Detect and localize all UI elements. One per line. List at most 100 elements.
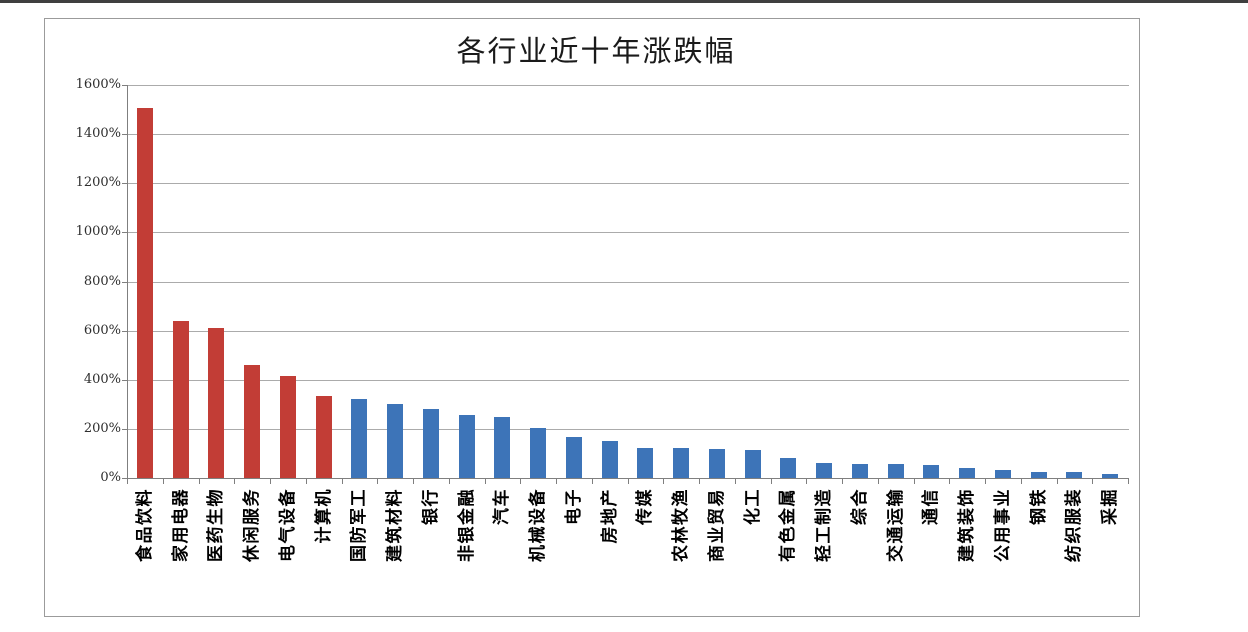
x-axis-tick (1020, 479, 1022, 484)
bar (208, 328, 225, 478)
gridline (128, 428, 1129, 430)
bar (136, 108, 153, 478)
x-axis-tick (1128, 479, 1129, 484)
gridline (128, 85, 1129, 86)
bar (387, 404, 404, 478)
y-axis-tick-label: 1600% (75, 77, 121, 92)
bar (637, 448, 654, 478)
x-axis-category-label: 通信 (921, 488, 941, 525)
x-axis-tick (270, 479, 271, 484)
x-axis-category-label: 化工 (742, 488, 762, 525)
x-axis-tick (484, 479, 486, 484)
bar (1102, 474, 1119, 478)
bar (244, 365, 261, 478)
bar (601, 441, 618, 478)
bar (708, 449, 725, 478)
x-axis-tick (305, 479, 307, 484)
x-axis-category-label: 纺织服装 (1064, 488, 1084, 562)
bar (851, 464, 868, 478)
x-axis-category-label: 食品饮料 (134, 488, 154, 562)
bar (959, 468, 976, 478)
y-axis-tick (122, 330, 127, 332)
x-axis-tick (913, 479, 915, 484)
x-axis-tick (877, 479, 879, 484)
bar (673, 448, 690, 478)
x-axis-category-label: 计算机 (313, 488, 333, 544)
chart-frame (44, 18, 1140, 617)
bar (494, 417, 511, 478)
x-axis-category-label: 家用电器 (170, 488, 190, 562)
bar (458, 415, 475, 478)
y-axis-tick (122, 85, 127, 86)
x-axis-category-label: 银行 (420, 488, 440, 525)
y-axis-tick (122, 281, 127, 283)
x-axis-tick (842, 479, 843, 484)
x-axis-tick (985, 479, 986, 484)
x-axis-tick (377, 479, 379, 484)
y-axis-tick-label: 1400% (75, 126, 121, 142)
bar (1030, 472, 1047, 478)
y-axis-tick (122, 134, 127, 136)
x-axis-category-label: 电子 (563, 488, 583, 525)
bar (1066, 472, 1083, 478)
bar (994, 470, 1011, 478)
x-axis-tick (448, 479, 450, 484)
gridline (128, 134, 1129, 136)
x-axis-category-label: 建筑装饰 (957, 488, 977, 562)
x-axis-tick (1092, 479, 1094, 484)
bar (923, 465, 940, 478)
y-axis-tick-label: 400% (83, 371, 121, 387)
y-axis-tick-label: 0% (100, 470, 121, 485)
gridline (128, 232, 1129, 234)
chart-title: 各行业近十年涨跌幅 (456, 34, 736, 68)
y-axis-tick (122, 183, 127, 185)
y-axis-tick-label: 600% (83, 322, 121, 338)
x-axis-category-label: 休闲服务 (242, 488, 262, 562)
x-axis-tick (1056, 479, 1058, 484)
y-axis-tick-label: 1200% (75, 175, 121, 191)
x-axis-tick (770, 479, 772, 484)
bar (565, 437, 582, 478)
x-axis-tick (627, 479, 629, 484)
bar (744, 450, 761, 478)
x-axis-category-label: 国防军工 (349, 488, 369, 562)
bar (279, 376, 296, 478)
y-axis-tick-label: 1000% (75, 224, 121, 240)
x-axis-tick (413, 479, 414, 484)
gridline (128, 379, 1129, 381)
x-axis-category-label: 非银金融 (456, 488, 476, 562)
x-axis-category-label: 交通运输 (885, 488, 905, 562)
x-axis-category-label: 钢铁 (1028, 488, 1048, 525)
x-axis-tick (520, 479, 522, 484)
x-axis-category-label: 汽车 (492, 488, 512, 525)
gridline (128, 281, 1129, 283)
x-axis-tick (949, 479, 951, 484)
x-axis-tick (556, 479, 557, 484)
gridline (128, 330, 1129, 332)
x-axis-category-label: 医药生物 (206, 488, 226, 562)
x-axis-tick (127, 479, 128, 484)
bar (172, 321, 189, 478)
x-axis-category-label: 机械设备 (528, 488, 548, 562)
x-axis-category-label: 公用事业 (992, 488, 1012, 562)
plot-area (127, 85, 1129, 479)
x-axis-category-label: 轻工制造 (814, 488, 834, 562)
y-axis-tick (122, 428, 127, 430)
x-axis-tick (162, 479, 164, 484)
x-axis-tick (699, 479, 700, 484)
y-axis-tick (122, 379, 127, 381)
x-axis-tick (591, 479, 593, 484)
x-axis-tick (341, 479, 343, 484)
x-axis-category-label: 采掘 (1100, 488, 1120, 525)
bar (780, 458, 797, 478)
x-axis-category-label: 综合 (849, 488, 869, 525)
bar (530, 428, 547, 478)
x-axis-category-label: 电气设备 (277, 488, 297, 562)
x-axis-category-label: 农林牧渔 (671, 488, 691, 562)
x-axis-tick (234, 479, 236, 484)
x-axis-tick (806, 479, 808, 484)
x-axis-tick (198, 479, 200, 484)
x-axis-category-label: 有色金属 (778, 488, 798, 562)
x-axis-category-label: 建筑材料 (385, 488, 405, 562)
x-axis-category-label: 房地产 (599, 488, 619, 544)
